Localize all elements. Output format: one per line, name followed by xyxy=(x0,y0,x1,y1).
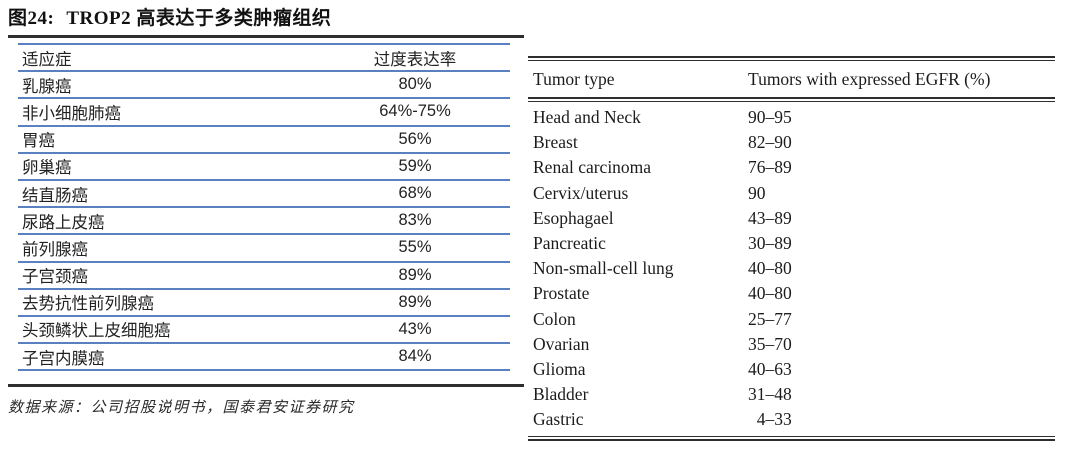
egfr-value-cell: 76–89 xyxy=(748,157,792,178)
figure-title-text: TROP2 高表达于多类肿瘤组织 xyxy=(66,8,332,29)
rate-cell: 43% xyxy=(398,319,432,338)
table-row: 前列腺癌 55% xyxy=(18,235,510,263)
indication-cell: 前列腺癌 xyxy=(22,240,88,259)
indication-cell: 去势抗性前列腺癌 xyxy=(22,295,154,314)
egfr-value-cell: 40–80 xyxy=(748,283,792,304)
figure-title: 图24: TROP2 高表达于多类肿瘤组织 xyxy=(8,3,524,30)
table-row: Pancreatic 30–89 xyxy=(528,231,1055,256)
rate-cell: 56% xyxy=(398,129,432,148)
table-row: 尿路上皮癌 83% xyxy=(18,208,510,236)
table-body: Head and Neck 90–95 Breast 82–90 Renal c… xyxy=(528,102,1055,436)
table-row: 胃癌 56% xyxy=(18,127,510,154)
table-row: Renal carcinoma 76–89 xyxy=(528,155,1055,180)
indication-cell: 卵巢癌 xyxy=(22,159,72,178)
tumor-type-header-cell: Tumor type xyxy=(533,68,615,89)
indication-cell: 尿路上皮癌 xyxy=(22,213,105,232)
table-row: 去势抗性前列腺癌 89% xyxy=(18,290,510,317)
table-row: 子宫内膜癌 84% xyxy=(18,344,510,372)
table-row: Colon 25–77 xyxy=(528,307,1055,332)
table-row: 结直肠癌 68% xyxy=(18,181,510,209)
tumor-type-cell: Prostate xyxy=(533,283,590,304)
egfr-value-cell: 90–95 xyxy=(748,107,792,128)
trop2-expression-table: 适应症 过度表达率 乳腺癌 80% 非小细胞肺癌 64%-75% 胃癌 56% … xyxy=(18,43,510,372)
tumor-type-cell: Pancreatic xyxy=(533,233,606,254)
egfr-value-cell: 40–63 xyxy=(748,358,792,379)
rate-cell: 68% xyxy=(398,184,432,203)
tumor-type-cell: Cervix/uterus xyxy=(533,182,629,203)
indication-cell: 非小细胞肺癌 xyxy=(22,104,121,123)
indication-cell: 胃癌 xyxy=(22,132,55,151)
tumor-type-cell: Bladder xyxy=(533,384,589,405)
rate-cell: 59% xyxy=(398,156,432,175)
table-row: 子宫颈癌 89% xyxy=(18,263,510,290)
table-row: Cervix/uterus 90 xyxy=(528,181,1055,206)
tumor-type-cell: Ovarian xyxy=(533,333,590,354)
header-separator-rule xyxy=(528,97,1055,102)
table-row: Ovarian 35–70 xyxy=(528,332,1055,357)
rate-cell: 84% xyxy=(398,347,432,366)
egfr-value-cell: 25–77 xyxy=(748,308,792,329)
egfr-value-cell: 35–70 xyxy=(748,333,792,354)
table-row: 卵巢癌 59% xyxy=(18,154,510,181)
indication-cell: 子宫内膜癌 xyxy=(22,349,105,368)
indication-cell: 头颈鳞状上皮细胞癌 xyxy=(22,322,171,341)
tumor-type-cell: Colon xyxy=(533,308,576,329)
tumor-type-cell: Gastric xyxy=(533,409,584,430)
rate-cell: 64%-75% xyxy=(379,102,451,121)
table-row: 非小细胞肺癌 64%-75% xyxy=(18,99,510,127)
table-row: Gastric 4–33 xyxy=(528,407,1055,432)
egfr-value-cell: 31–48 xyxy=(748,384,792,405)
rate-cell: 89% xyxy=(398,265,432,284)
egfr-table-panel: Tumor type Tumors with expressed EGFR (%… xyxy=(528,56,1055,442)
table-header-row: 适应症 过度表达率 xyxy=(18,45,510,73)
rate-cell: 80% xyxy=(398,75,432,94)
table-row: Head and Neck 90–95 xyxy=(528,105,1055,130)
table-row: Glioma 40–63 xyxy=(528,357,1055,382)
egfr-value-cell: 4–33 xyxy=(748,409,792,430)
table-row: Bladder 31–48 xyxy=(528,382,1055,407)
tumor-type-cell: Breast xyxy=(533,132,578,153)
tumor-type-cell: Head and Neck xyxy=(533,107,641,128)
tumor-type-cell: Glioma xyxy=(533,358,586,379)
table-top-rule xyxy=(528,56,1055,61)
table-row: Prostate 40–80 xyxy=(528,281,1055,306)
rate-cell: 89% xyxy=(398,292,432,311)
indication-cell: 子宫颈癌 xyxy=(22,268,88,287)
rate-cell: 83% xyxy=(398,211,432,230)
indication-cell: 结直肠癌 xyxy=(22,186,88,205)
table-header-row: Tumor type Tumors with expressed EGFR (%… xyxy=(528,61,1055,97)
egfr-value-cell: 90 xyxy=(748,182,766,203)
title-divider-rule xyxy=(8,35,524,38)
table-row: Breast 82–90 xyxy=(528,130,1055,155)
rate-cell: 55% xyxy=(398,238,432,257)
egfr-value-cell: 43–89 xyxy=(748,207,792,228)
tumor-type-cell: Esophagael xyxy=(533,207,614,228)
table-row: 头颈鳞状上皮细胞癌 43% xyxy=(18,317,510,345)
tumor-type-cell: Non-small-cell lung xyxy=(533,258,674,279)
bottom-divider-rule xyxy=(8,384,524,388)
tumor-type-cell: Renal carcinoma xyxy=(533,157,652,178)
data-source-note: 数据来源：公司招股说明书，国泰君安证券研究 xyxy=(8,400,355,417)
table-row: 乳腺癌 80% xyxy=(18,72,510,100)
egfr-header-cell: Tumors with expressed EGFR (%) xyxy=(748,68,991,89)
indication-cell: 乳腺癌 xyxy=(22,77,72,96)
egfr-value-cell: 82–90 xyxy=(748,132,792,153)
table-row: Non-small-cell lung 40–80 xyxy=(528,256,1055,281)
figure-number-label: 图24: xyxy=(8,8,55,29)
egfr-value-cell: 40–80 xyxy=(748,258,792,279)
table-bottom-rule xyxy=(528,436,1055,442)
table-row: Esophagael 43–89 xyxy=(528,206,1055,231)
rate-header-cell: 过度表达率 xyxy=(373,50,457,69)
trop2-figure-panel: 图24: TROP2 高表达于多类肿瘤组织 适应症 过度表达率 乳腺癌 80% 非… xyxy=(8,3,524,417)
indication-header-cell: 适应症 xyxy=(22,50,72,69)
egfr-value-cell: 30–89 xyxy=(748,233,792,254)
